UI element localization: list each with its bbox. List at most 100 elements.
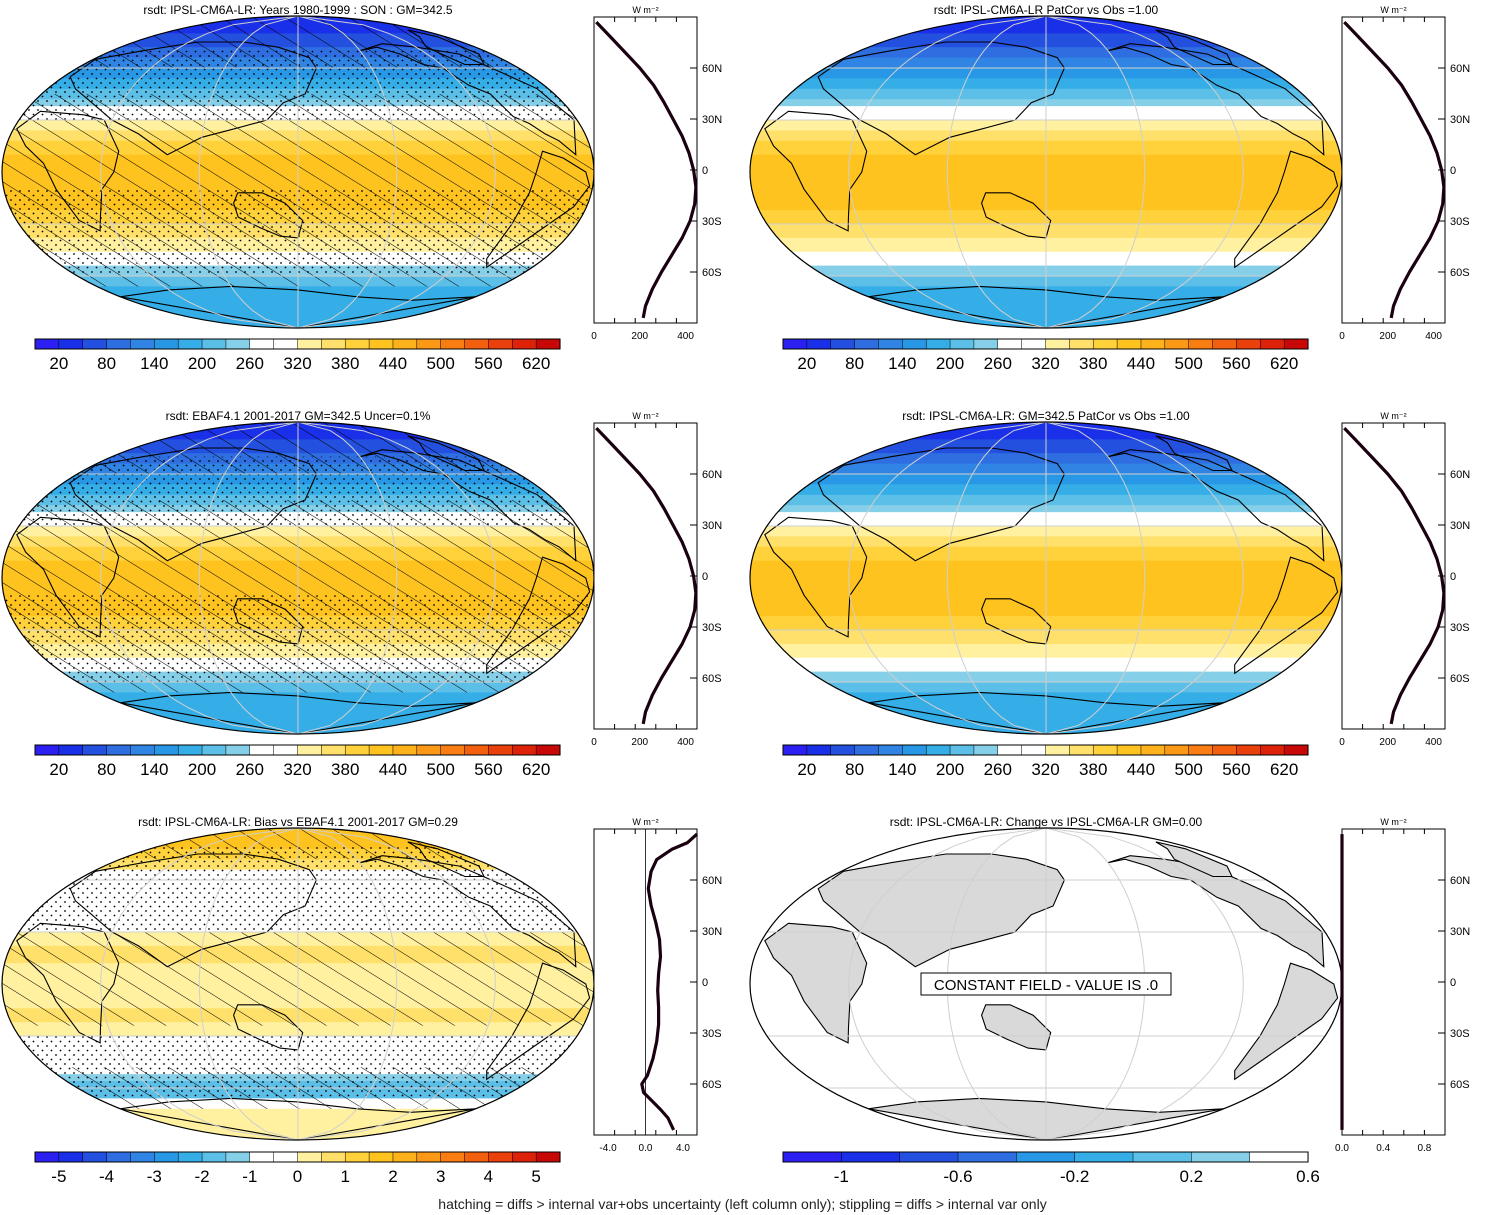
colorbar-tick-label: 620 xyxy=(522,354,550,373)
colorbar-swatch xyxy=(392,338,418,350)
colorbar-swatch xyxy=(949,338,975,350)
profile-line xyxy=(1343,20,1446,319)
colorbar-swatch xyxy=(830,338,856,350)
graticule-meridian xyxy=(848,16,1047,328)
colorbar-swatch xyxy=(782,338,808,350)
colorbar-tick-label: 1 xyxy=(340,1167,349,1186)
colorbar-tick-label: -4 xyxy=(99,1167,114,1186)
graticule-meridian xyxy=(1045,16,1244,328)
profile-frame xyxy=(1341,422,1446,730)
profile-unit: W m⁻² xyxy=(1380,5,1406,15)
colorbar-swatch xyxy=(368,338,394,350)
colorbar-swatch xyxy=(806,338,832,350)
graticule-meridian xyxy=(297,422,496,734)
colorbar-frame xyxy=(34,338,561,350)
colorbar-swatch xyxy=(1092,338,1118,350)
colorbar-swatch xyxy=(1140,744,1166,756)
colorbar-swatch xyxy=(225,744,251,756)
graticule-meridian xyxy=(297,16,496,328)
colorbar-swatch xyxy=(368,1151,394,1163)
colorbar-tick-label: 380 xyxy=(1079,354,1107,373)
colorbar-tick-label: 380 xyxy=(331,760,359,779)
panel-title: rsdt: IPSL-CM6A-LR: Change vs IPSL-CM6A-… xyxy=(890,815,1203,829)
colorbar-swatch xyxy=(1069,338,1094,350)
colorbar-swatch xyxy=(130,1151,155,1163)
colorbar-p4: 20 80 140 200 260 320 380 440 500 560 620 xyxy=(782,744,1309,779)
colorbar-swatch xyxy=(1188,338,1214,350)
lat-tick-label: 60S xyxy=(1450,673,1470,685)
colorbar-swatch xyxy=(321,744,346,756)
colorbar-tick-label: -0.2 xyxy=(1060,1167,1089,1186)
colorbar-frame xyxy=(34,1151,561,1163)
colorbar-swatch xyxy=(106,1151,132,1163)
graticule-meridian xyxy=(1045,422,1244,734)
colorbar-tick-label: 260 xyxy=(236,760,264,779)
profile-unit: W m⁻² xyxy=(632,5,658,15)
coastline xyxy=(1155,29,1233,66)
colorbar-tick-label: 140 xyxy=(140,760,168,779)
colorbar-swatch xyxy=(899,1151,959,1163)
colorbar-tick-label: 620 xyxy=(1270,354,1298,373)
colorbar-swatch xyxy=(58,744,84,756)
lat-tick-label: 30S xyxy=(1450,1028,1470,1040)
colorbar-swatch xyxy=(1074,1151,1134,1163)
constant-field-annotation: CONSTANT FIELD - VALUE IS .0 xyxy=(920,972,1172,996)
graticule-meridian xyxy=(848,422,1047,734)
zonal-profile-p2: W m⁻² 60N 30N 0 30S 60S 0 200 400 xyxy=(1339,5,1470,342)
colorbar-swatch xyxy=(416,1151,442,1163)
colorbar-tick-label: 140 xyxy=(888,354,916,373)
coastline xyxy=(981,1004,1052,1051)
x-tick-label: 0 xyxy=(591,737,597,748)
graticule-meridian xyxy=(1045,16,1146,328)
colorbar-swatch xyxy=(297,338,322,350)
panel-title: rsdt: IPSL-CM6A-LR PatCor vs Obs =1.00 xyxy=(934,3,1159,17)
colorbar-swatch xyxy=(82,338,108,350)
lat-tick-label: 60S xyxy=(1450,267,1470,279)
colorbar-swatch xyxy=(1045,744,1070,756)
colorbar-swatch xyxy=(1069,744,1094,756)
coastline xyxy=(764,922,868,1044)
colorbar-swatch xyxy=(782,744,808,756)
lat-tick-label: 60N xyxy=(1450,469,1470,481)
colorbar-swatch xyxy=(464,1151,489,1163)
colorbar-swatch xyxy=(1116,338,1142,350)
colorbar-tick-label: 500 xyxy=(1174,354,1202,373)
graticule-meridian xyxy=(100,16,299,328)
graticule-meridian xyxy=(946,16,1047,328)
colorbar-swatch xyxy=(806,744,832,756)
colorbar-swatch xyxy=(1283,744,1309,756)
zonal-profile-p3: W m⁻² 60N 30N 0 30S 60S 0 200 400 xyxy=(591,411,722,748)
colorbar-swatch xyxy=(273,338,299,350)
colorbar-tick-label: 140 xyxy=(888,760,916,779)
coastline xyxy=(764,516,868,638)
colorbar-frame xyxy=(782,1151,1309,1163)
colorbar-swatch xyxy=(512,338,537,350)
x-tick-label: 200 xyxy=(1379,737,1396,748)
lat-tick-label: 60N xyxy=(702,875,722,887)
colorbar-swatch xyxy=(1016,1151,1076,1163)
graticule-meridian xyxy=(198,16,299,328)
colorbar-swatch xyxy=(273,1151,299,1163)
graticule-meridian xyxy=(297,828,496,1140)
graticule-meridian xyxy=(297,828,398,1140)
colorbar-swatch xyxy=(82,1151,108,1163)
lat-tick-label: 60S xyxy=(1450,1079,1470,1091)
colorbar-swatch xyxy=(154,744,179,756)
graticule-meridian xyxy=(198,828,299,1140)
graticule-meridian xyxy=(297,422,398,734)
figure-footer: hatching = diffs > internal var+obs unce… xyxy=(438,1196,1047,1212)
colorbar-tick-label: 20 xyxy=(49,760,68,779)
x-tick-label: -4.0 xyxy=(599,1143,617,1154)
x-tick-label: 200 xyxy=(631,331,648,342)
colorbar-swatch xyxy=(1188,744,1214,756)
colorbar-tick-label: 0.2 xyxy=(1180,1167,1204,1186)
graticule-meridian xyxy=(848,828,1047,1140)
lat-tick-label: 30S xyxy=(702,1028,722,1040)
colorbar-swatch xyxy=(1249,1151,1309,1163)
x-tick-label: 0.0 xyxy=(639,1143,653,1154)
panel-title: rsdt: IPSL-CM6A-LR: GM=342.5 PatCor vs O… xyxy=(902,409,1190,423)
profile-line xyxy=(595,426,698,725)
profile-unit: W m⁻² xyxy=(1380,817,1406,827)
colorbar-tick-label: 200 xyxy=(936,760,964,779)
